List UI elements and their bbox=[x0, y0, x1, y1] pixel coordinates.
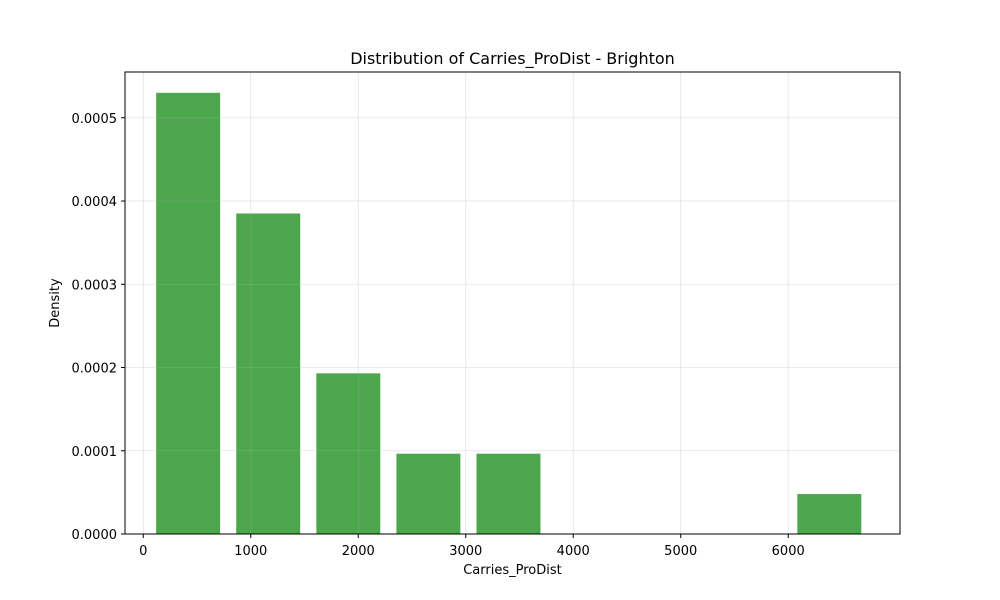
chart-title: Distribution of Carries_ProDist - Bright… bbox=[350, 49, 675, 69]
y-axis-label: Density bbox=[48, 278, 63, 328]
histogram-bar-5 bbox=[797, 494, 862, 534]
histogram-bar-4 bbox=[476, 453, 541, 534]
x-axis-ticks: 0 1000 2000 3000 4000 5000 6000 bbox=[139, 534, 805, 559]
histogram-bar-1 bbox=[236, 213, 301, 534]
x-tick-label-6: 6000 bbox=[772, 544, 805, 559]
x-tick-label-0: 0 bbox=[139, 544, 147, 559]
histogram-bar-3 bbox=[396, 453, 461, 534]
histogram-bar-2 bbox=[316, 373, 381, 534]
y-tick-label-3: 0.0003 bbox=[72, 278, 118, 293]
x-tick-label-5: 5000 bbox=[664, 544, 697, 559]
y-tick-label-4: 0.0004 bbox=[72, 195, 118, 210]
x-axis-label: Carries_ProDist bbox=[463, 563, 562, 578]
x-tick-label-4: 4000 bbox=[557, 544, 590, 559]
y-tick-label-2: 0.0002 bbox=[72, 362, 118, 377]
y-axis-ticks: 0.0000 0.0001 0.0002 0.0003 0.0004 0.0005 bbox=[72, 112, 125, 543]
x-tick-label-3: 3000 bbox=[449, 544, 482, 559]
y-tick-label-1: 0.0001 bbox=[72, 445, 118, 460]
y-tick-label-5: 0.0005 bbox=[72, 112, 118, 127]
x-tick-label-2: 2000 bbox=[342, 544, 375, 559]
y-tick-label-0: 0.0000 bbox=[72, 528, 118, 543]
histogram-bar-0 bbox=[156, 92, 221, 534]
axes-frame bbox=[124, 71, 901, 535]
bars bbox=[156, 92, 862, 534]
x-tick-label-1: 1000 bbox=[234, 544, 267, 559]
